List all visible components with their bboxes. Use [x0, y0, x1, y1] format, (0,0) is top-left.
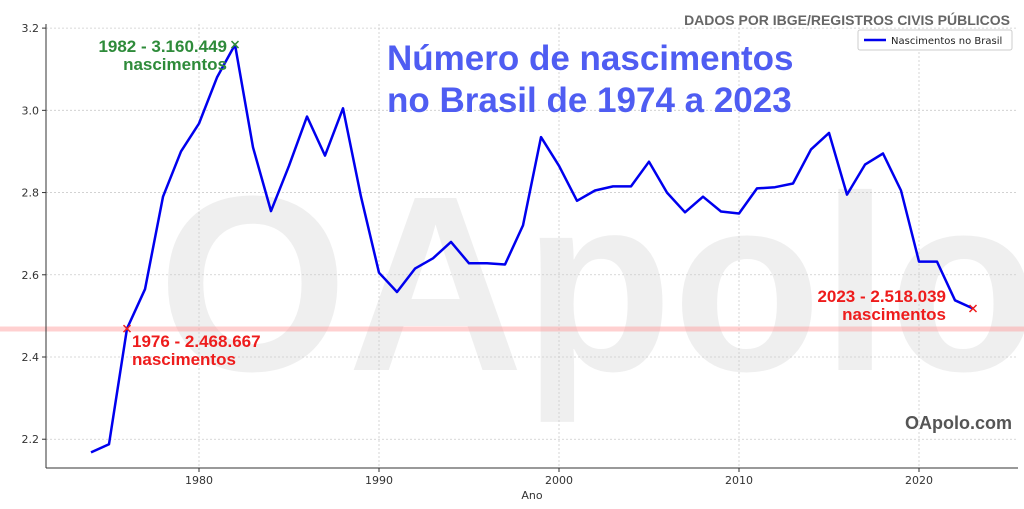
source-text: DADOS POR IBGE/REGISTROS CIVIS PÚBLICOS [684, 11, 1010, 28]
x-tick-label: 2020 [905, 474, 933, 487]
legend: Nascimentos no Brasil [857, 29, 1013, 51]
y-tick-label: 2.8 [22, 187, 40, 200]
watermark: OApolo [158, 144, 1024, 423]
annotation-peak-line1: 1982 - 3.160.449 [98, 37, 227, 56]
y-tick-label: 2.4 [22, 351, 40, 364]
x-tick-label: 1990 [365, 474, 393, 487]
grid [46, 24, 1018, 468]
x-tick-label: 2000 [545, 474, 573, 487]
annotation-last-line1: 2023 - 2.518.039 [817, 287, 946, 306]
annotation-low-line1: 1976 - 2.468.667 [132, 332, 261, 351]
legend-label: Nascimentos no Brasil [891, 36, 1002, 47]
x-tick-label: 1980 [185, 474, 213, 487]
y-tick-label: 3.0 [22, 104, 40, 117]
series-line [90, 43, 974, 454]
y-tick-label: 2.6 [22, 269, 40, 282]
peak-marker-stroke [230, 40, 240, 49]
annotation-low-line2: nascimentos [132, 350, 236, 369]
axes [45, 24, 1018, 469]
y-tick-label: 2.2 [22, 433, 40, 446]
x-tick-label: 2010 [725, 474, 753, 487]
chart-title-line1: Número de nascimentos [387, 39, 794, 78]
ticks: 1980 1990 2000 2010 2020 2.2 2.4 2.6 2.8 3.0 3.2 [22, 22, 934, 487]
legend-box [857, 29, 1013, 51]
peak-marker [230, 40, 240, 49]
x-axis-label: Ano [521, 489, 542, 502]
y-tick-label: 3.2 [22, 22, 40, 35]
brand-text: OApolo.com [905, 413, 1012, 433]
chart-title-line2: no Brasil de 1974 a 2023 [387, 81, 792, 120]
last-marker [968, 304, 978, 313]
annotation-peak-line2: nascimentos [123, 55, 227, 74]
annotation-last-line2: nascimentos [842, 305, 946, 324]
markers [122, 40, 978, 333]
low-marker [122, 324, 132, 333]
last-marker-stroke [968, 304, 978, 313]
low-marker-stroke [122, 324, 132, 333]
